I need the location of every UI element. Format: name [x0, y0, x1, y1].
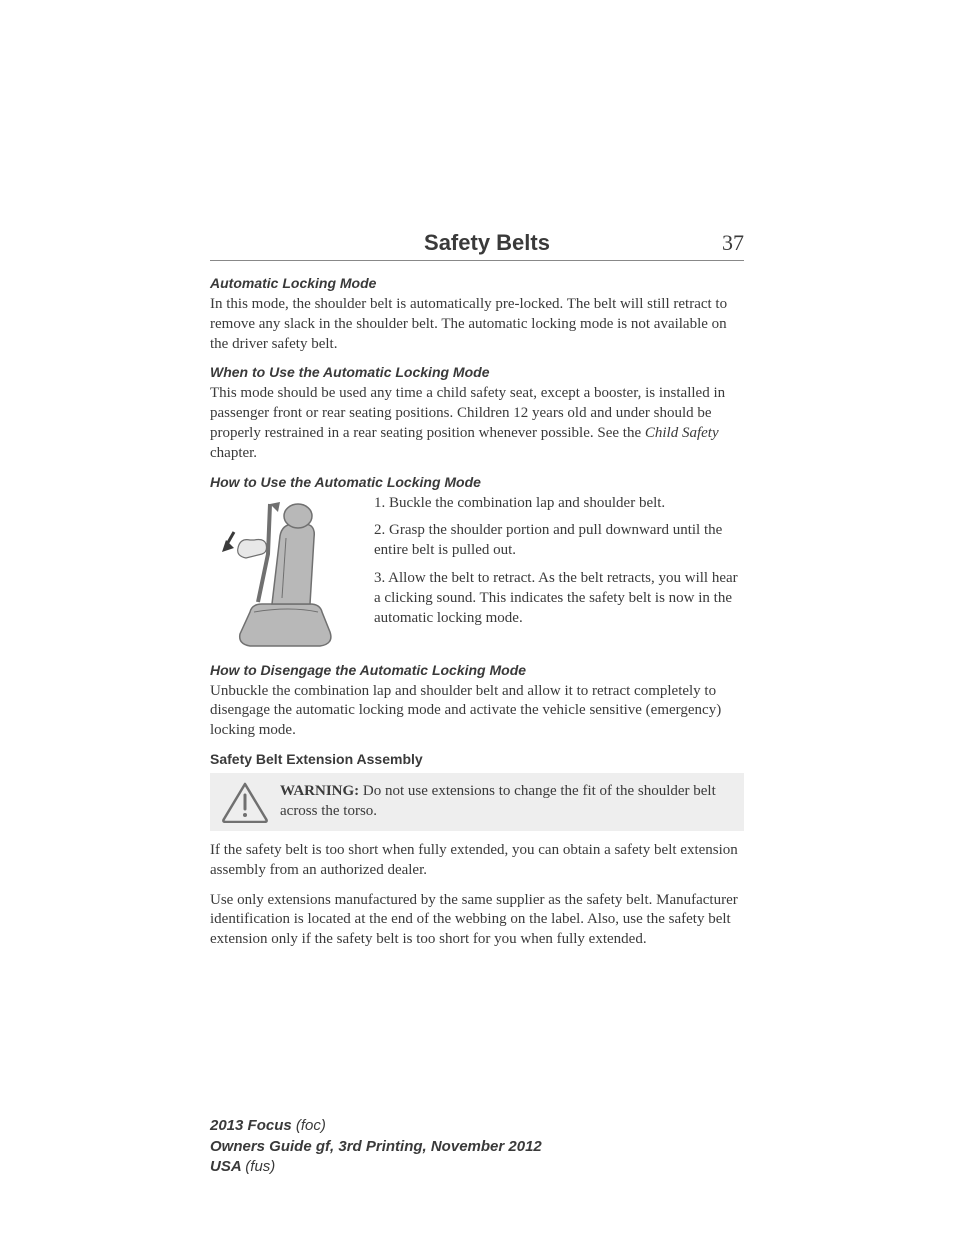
paragraph-when-use: This mode should be used any time a chil… [210, 384, 744, 463]
seat-belt-figure [210, 494, 360, 654]
warning-icon [220, 781, 270, 823]
footer-line-3: USA (fus) [210, 1157, 542, 1177]
page-footer: 2013 Focus (foc) Owners Guide gf, 3rd Pr… [210, 1116, 542, 1177]
step-2: 2. Grasp the shoulder portion and pull d… [374, 521, 744, 561]
step-1: 1. Buckle the combination lap and should… [374, 494, 744, 514]
paragraph-extension-1: If the safety belt is too short when ful… [210, 841, 744, 881]
footer-model-code: (foc) [296, 1117, 326, 1134]
page: Safety Belts 37 Automatic Locking Mode I… [0, 0, 954, 1235]
heading-how-use: How to Use the Automatic Locking Mode [210, 474, 744, 490]
warning-label: WARNING: [280, 783, 359, 799]
paragraph-extension-2: Use only extensions manufactured by the … [210, 891, 744, 950]
footer-line-2: Owners Guide gf, 3rd Printing, November … [210, 1137, 542, 1157]
warning-text: WARNING: Do not use extensions to change… [280, 782, 734, 822]
footer-model: 2013 Focus [210, 1117, 296, 1134]
chapter-reference: Child Safety [645, 425, 719, 441]
warning-box: WARNING: Do not use extensions to change… [210, 773, 744, 831]
step-3: 3. Allow the belt to retract. As the bel… [374, 569, 744, 628]
paragraph-disengage: Unbuckle the combination lap and shoulde… [210, 682, 744, 741]
chapter-title: Safety Belts [270, 230, 704, 256]
heading-when-use: When to Use the Automatic Locking Mode [210, 364, 744, 380]
heading-extension: Safety Belt Extension Assembly [210, 751, 744, 767]
instruction-text: 1. Buckle the combination lap and should… [374, 494, 744, 654]
footer-region-code: (fus) [245, 1158, 275, 1175]
instruction-block: 1. Buckle the combination lap and should… [210, 494, 744, 654]
heading-auto-lock: Automatic Locking Mode [210, 275, 744, 291]
heading-disengage: How to Disengage the Automatic Locking M… [210, 662, 744, 678]
text-when-use-post: chapter. [210, 445, 257, 461]
paragraph-auto-lock: In this mode, the shoulder belt is autom… [210, 295, 744, 354]
footer-region: USA [210, 1158, 245, 1175]
footer-line-1: 2013 Focus (foc) [210, 1116, 542, 1136]
page-header: Safety Belts 37 [210, 230, 744, 261]
page-number: 37 [704, 230, 744, 256]
